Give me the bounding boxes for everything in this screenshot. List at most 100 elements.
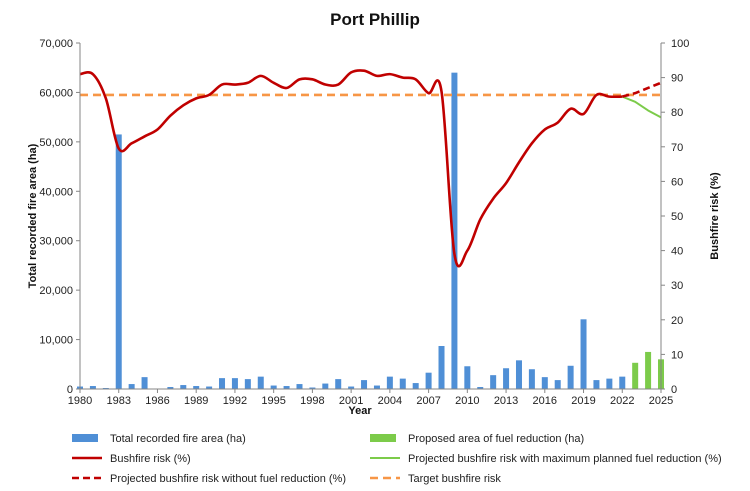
fuel-reduction-bar-2023 [632, 362, 639, 389]
fire-area-bar-2021 [606, 378, 613, 389]
fire-area-bar-2002 [361, 380, 368, 389]
fire-area-bar-2001 [348, 386, 355, 389]
x-tick-label: 2001 [339, 395, 363, 407]
x-tick-label: 1989 [184, 395, 208, 407]
x-tick-label: 1992 [223, 395, 247, 407]
fire-area-bar-1990 [206, 386, 213, 389]
bars-group [77, 72, 664, 389]
legend-swatch [72, 434, 98, 442]
legend-item: Projected bushfire risk with maximum pla… [370, 453, 722, 465]
y-tick-label: 70,000 [39, 38, 73, 50]
fire-area-bar-2017 [554, 380, 561, 389]
x-tick-label: 1986 [145, 395, 169, 407]
legend-item: Target bushfire risk [370, 473, 501, 485]
y-tick-label: 0 [67, 384, 73, 396]
y2-tick-label: 10 [671, 349, 683, 361]
x-axis-title: Year [348, 405, 372, 417]
fire-area-bar-2006 [412, 383, 419, 389]
y2-tick-label: 80 [671, 107, 683, 119]
legend-item: Bushfire risk (%) [72, 453, 191, 465]
y2-tick-label: 70 [671, 142, 683, 154]
fire-area-bar-2009 [451, 72, 458, 389]
fire-area-bar-2000 [335, 379, 342, 389]
fire-area-bar-2014 [515, 360, 522, 389]
x-tick-label: 2022 [610, 395, 634, 407]
y-tick-label: 50,000 [39, 137, 73, 149]
x-tick-label: 2025 [649, 395, 673, 407]
fire-area-bar-2003 [373, 385, 380, 389]
legend-label: Total recorded fire area (ha) [110, 433, 246, 445]
y-tick-label: 10,000 [39, 335, 73, 347]
projected-max-fuel-reduction-line [621, 95, 662, 119]
y2-tick-label: 40 [671, 246, 683, 258]
lines-group [79, 69, 662, 268]
x-tick-label: 1983 [106, 395, 130, 407]
legend-label: Bushfire risk (%) [110, 453, 191, 465]
x-tick-label: 2016 [533, 395, 557, 407]
x-tick-label: 1998 [300, 395, 324, 407]
y-tick-label: 20,000 [39, 285, 73, 297]
legend-label: Proposed area of fuel reduction (ha) [408, 433, 584, 445]
y-tick-label: 60,000 [39, 87, 73, 99]
bushfire-risk-line [79, 69, 623, 268]
fire-area-bar-1998 [309, 387, 316, 389]
y-tick-label: 40,000 [39, 186, 73, 198]
fire-area-bar-1991 [219, 378, 226, 389]
fire-area-bar-1999 [322, 383, 329, 389]
fire-area-bar-2011 [477, 387, 484, 389]
legend-swatch [370, 434, 396, 442]
fire-area-bar-2005 [399, 378, 406, 389]
x-tick-label: 2013 [494, 395, 518, 407]
y2-tick-label: 90 [671, 73, 683, 85]
fire-area-bar-1984 [128, 384, 135, 389]
legend: Total recorded fire area (ha) Proposed ar… [72, 433, 722, 485]
y-axis-title: Total recorded fire area (ha) [27, 143, 39, 288]
fire-area-bar-2007 [425, 372, 432, 389]
y2-axis-title: Bushfire risk (%) [709, 172, 721, 260]
legend-item: Total recorded fire area (ha) [72, 433, 246, 445]
fire-area-bar-1985 [141, 377, 148, 389]
fire-area-bar-1981 [89, 386, 96, 389]
x-tick-label: 2010 [455, 395, 479, 407]
x-tick-label: 2019 [571, 395, 595, 407]
y2-tick-label: 30 [671, 280, 683, 292]
legend-item: Proposed area of fuel reduction (ha) [370, 433, 584, 445]
projected-without-fuel-reduction-line [621, 81, 662, 98]
fuel-reduction-bar-2024 [645, 351, 652, 389]
fire-area-bar-2020 [593, 380, 600, 389]
fire-area-bar-2008 [438, 346, 445, 389]
fire-area-bar-1997 [296, 384, 303, 389]
y2-tick-label: 50 [671, 211, 683, 223]
legend-label: Target bushfire risk [408, 473, 501, 485]
fire-area-bar-1983 [115, 134, 122, 389]
chart-title: Port Phillip [330, 10, 420, 29]
fire-area-bar-2022 [619, 376, 626, 389]
legend-label: Projected bushfire risk with maximum pla… [408, 453, 722, 465]
fire-area-bar-2010 [464, 366, 471, 389]
fire-area-bar-1987 [167, 387, 174, 389]
fire-area-bar-2012 [490, 375, 497, 389]
fire-area-bar-2019 [580, 319, 587, 389]
x-tick-label: 2004 [378, 395, 402, 407]
legend-item: Projected bushfire risk without fuel red… [72, 473, 346, 485]
y2-tick-label: 20 [671, 315, 683, 327]
fire-area-bar-1988 [180, 385, 187, 389]
y-tick-label: 30,000 [39, 236, 73, 248]
fire-area-bar-2016 [541, 377, 548, 389]
fire-area-bar-2015 [528, 369, 535, 389]
axes-group: 0 10,000 20,000 30,000 40,000 50,000 60,000 70,… [39, 38, 689, 407]
fire-area-bar-2004 [386, 376, 393, 389]
fire-area-bar-1989 [193, 386, 200, 389]
y2-tick-label: 0 [671, 384, 677, 396]
fire-area-bar-2018 [567, 365, 574, 389]
x-tick-label: 1995 [261, 395, 285, 407]
x-tick-label: 2007 [416, 395, 440, 407]
fire-area-bar-1992 [231, 378, 238, 389]
fire-area-bar-1996 [283, 386, 290, 389]
y2-tick-label: 100 [671, 38, 689, 50]
legend-label: Projected bushfire risk without fuel red… [110, 473, 346, 485]
fire-area-bar-1993 [244, 379, 251, 389]
fire-area-bar-1995 [270, 385, 277, 389]
y2-tick-label: 60 [671, 176, 683, 188]
